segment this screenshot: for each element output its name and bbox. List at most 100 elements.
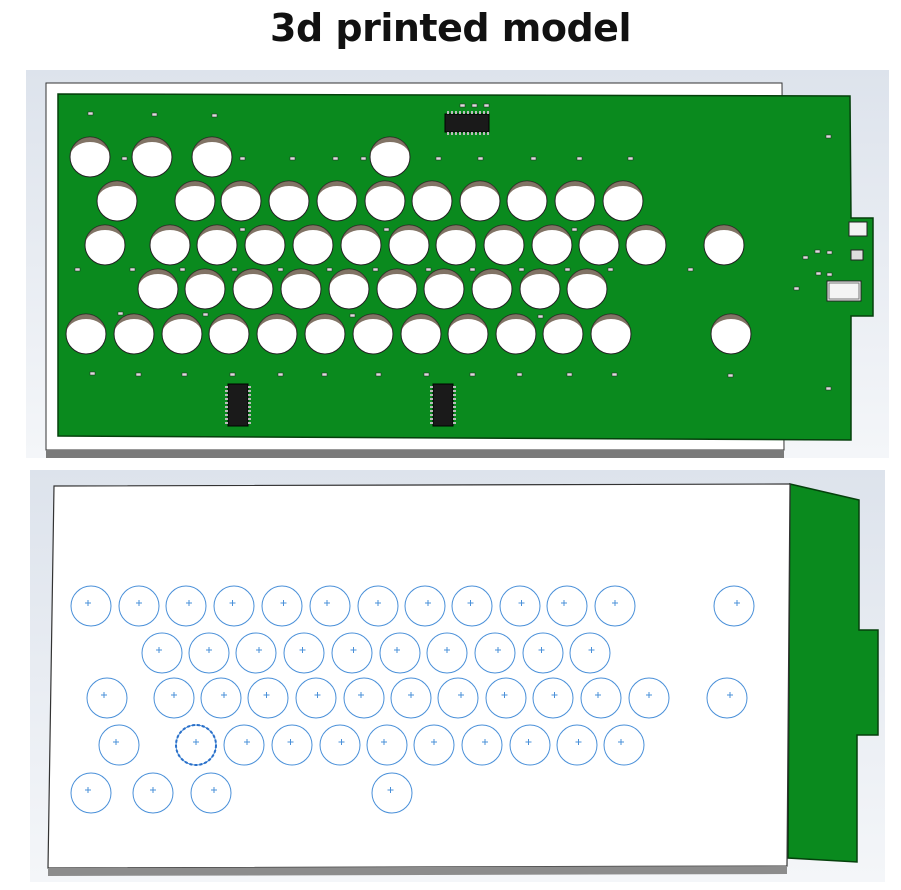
pcb-components	[74, 103, 833, 427]
sketch-circle	[706, 677, 748, 719]
pcb-hole	[554, 180, 596, 222]
smd-component	[372, 267, 379, 272]
plate-sketch-view	[30, 470, 885, 882]
smd-component	[277, 267, 284, 272]
pcb-hole	[388, 224, 430, 266]
smd-component	[383, 227, 390, 232]
pcb-hole	[256, 313, 298, 355]
smd-component	[537, 314, 544, 319]
sketch-circle	[283, 632, 325, 674]
pcb-hole	[84, 224, 126, 266]
pcb-hole	[220, 180, 262, 222]
smd-component	[360, 156, 367, 161]
pcb-hole	[174, 180, 216, 222]
sketch-plate-edge	[48, 866, 787, 876]
pcb-hole	[161, 313, 203, 355]
smd-component	[135, 372, 142, 377]
smd-component	[826, 272, 833, 277]
smd-component	[727, 373, 734, 378]
pcb-hole	[495, 313, 537, 355]
pcb-hole	[69, 136, 111, 178]
sketch-circle	[594, 585, 636, 627]
pcb-hole	[96, 180, 138, 222]
sketch-circle	[295, 677, 337, 719]
pcb-hole	[542, 313, 584, 355]
smd-component	[129, 267, 136, 272]
smd-component	[121, 156, 128, 161]
sketch-circle	[437, 677, 479, 719]
pcb-key-holes	[65, 136, 752, 355]
smd-component	[793, 286, 800, 291]
sd-card-slot	[826, 280, 862, 302]
sketch-circle	[165, 585, 207, 627]
smd-component	[471, 103, 478, 108]
sketch-circle	[499, 585, 541, 627]
smd-component	[477, 156, 484, 161]
sketch-circle	[556, 724, 598, 766]
pcb-hole	[208, 313, 250, 355]
sketch-circle	[98, 724, 140, 766]
sketch-circle	[190, 772, 232, 814]
pcb-side-tab	[787, 483, 879, 863]
smd-component	[87, 111, 94, 116]
smd-component	[326, 267, 333, 272]
smd-component	[74, 267, 81, 272]
sketch-circle	[603, 724, 645, 766]
pcb-hole	[244, 224, 286, 266]
smd-component	[151, 112, 158, 117]
smd-component	[229, 372, 236, 377]
sketch-circle	[200, 677, 242, 719]
selected-sketch-circle	[175, 724, 217, 766]
smd-component	[814, 249, 821, 254]
pcb-hole	[196, 224, 238, 266]
sketch-circle	[331, 632, 373, 674]
switch-component	[850, 249, 864, 261]
pcb-hole	[184, 268, 226, 310]
smd-component	[375, 372, 382, 377]
sketch-circle	[343, 677, 385, 719]
sketch-circle	[366, 724, 408, 766]
smd-component	[516, 372, 523, 377]
pcb-render-view	[26, 70, 889, 458]
smd-component	[423, 372, 430, 377]
pcb-hole	[506, 180, 548, 222]
sketch-circle	[522, 632, 564, 674]
sketch-circle	[86, 677, 128, 719]
sketch-circle	[213, 585, 255, 627]
pcb-hole	[232, 268, 274, 310]
smd-component	[117, 311, 124, 316]
smd-component	[566, 372, 573, 377]
pcb-hole	[602, 180, 644, 222]
pcb-hole	[280, 268, 322, 310]
pcb-hole	[471, 268, 513, 310]
sketch-circle	[569, 632, 611, 674]
smd-component	[607, 267, 614, 272]
smd-component	[825, 386, 832, 391]
pcb-hole	[447, 313, 489, 355]
ic-chip	[444, 111, 490, 135]
pcb-hole	[625, 224, 667, 266]
pcb-hole	[400, 313, 442, 355]
pcb-hole	[149, 224, 191, 266]
sketch-circle	[247, 677, 289, 719]
smd-component	[321, 372, 328, 377]
pcb-hole	[590, 313, 632, 355]
sketch-circle	[357, 585, 399, 627]
sketch-circle	[235, 632, 277, 674]
smd-component	[459, 103, 466, 108]
sketch-circle	[141, 632, 183, 674]
pcb-hole	[352, 313, 394, 355]
pcb-hole	[328, 268, 370, 310]
sketch-circle	[713, 585, 755, 627]
smd-component	[181, 372, 188, 377]
pcb-hole	[369, 136, 411, 178]
sketch-circle	[371, 772, 413, 814]
sketch-circle	[485, 677, 527, 719]
pcb-hole	[131, 136, 173, 178]
smd-component	[211, 113, 218, 118]
smd-component	[826, 250, 833, 255]
sketch-circle	[426, 632, 468, 674]
pcb-hole	[65, 313, 107, 355]
sketch-circle	[413, 724, 455, 766]
